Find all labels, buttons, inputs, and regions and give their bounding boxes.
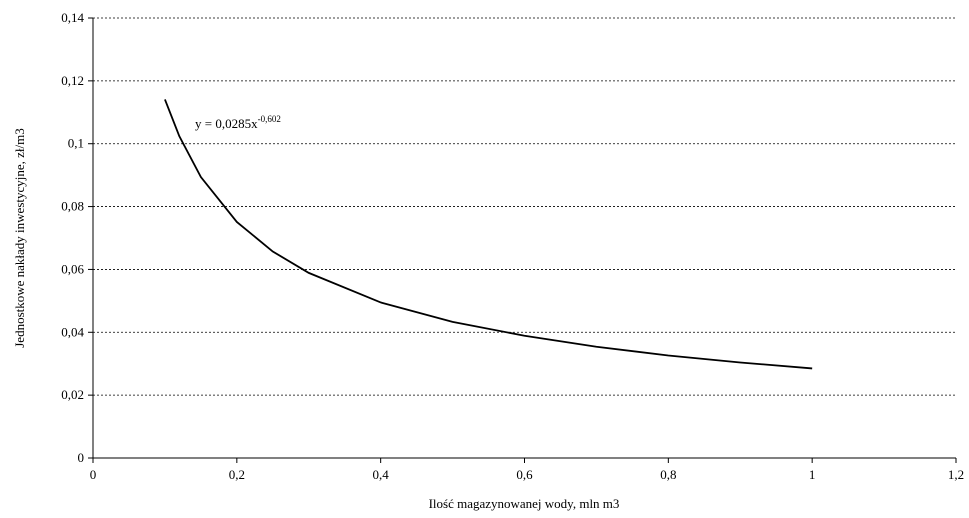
x-tick-label: 0,2 xyxy=(229,467,245,482)
x-tick-label: 0,8 xyxy=(660,467,676,482)
y-tick-label: 0,04 xyxy=(61,324,84,339)
y-tick-label: 0,1 xyxy=(68,136,84,151)
equation-text: y = 0,0285x xyxy=(195,116,258,131)
equation-exponent: -0,602 xyxy=(258,114,281,124)
y-tick-label: 0,12 xyxy=(61,73,84,88)
x-axis-title: Ilość magazynowanej wody, mln m3 xyxy=(429,496,620,511)
grid-lines xyxy=(93,17,956,396)
y-tick-label: 0 xyxy=(78,450,85,465)
y-tick-label: 0,08 xyxy=(61,199,84,214)
y-tick-label: 0,14 xyxy=(61,10,84,25)
axes xyxy=(92,18,956,459)
y-tick-label: 0,02 xyxy=(61,387,84,402)
equation-annotation: y = 0,0285x-0,602 xyxy=(195,114,281,131)
x-ticks: 0 0,2 0,4 0,6 0,8 1 1,2 xyxy=(90,458,964,482)
y-ticks: 0 0,02 0,04 0,06 0,08 0,1 0,12 0,14 xyxy=(61,10,93,465)
x-tick-label: 1,2 xyxy=(948,467,964,482)
x-tick-label: 1 xyxy=(809,467,816,482)
x-tick-label: 0,6 xyxy=(516,467,533,482)
y-axis-title: Jednostkowe nakłady inwestycyjne, zł/m3 xyxy=(12,128,27,348)
y-tick-label: 0,06 xyxy=(61,261,84,276)
x-tick-label: 0 xyxy=(90,467,97,482)
x-tick-label: 0,4 xyxy=(373,467,390,482)
series-line xyxy=(164,99,813,370)
series xyxy=(164,99,813,370)
